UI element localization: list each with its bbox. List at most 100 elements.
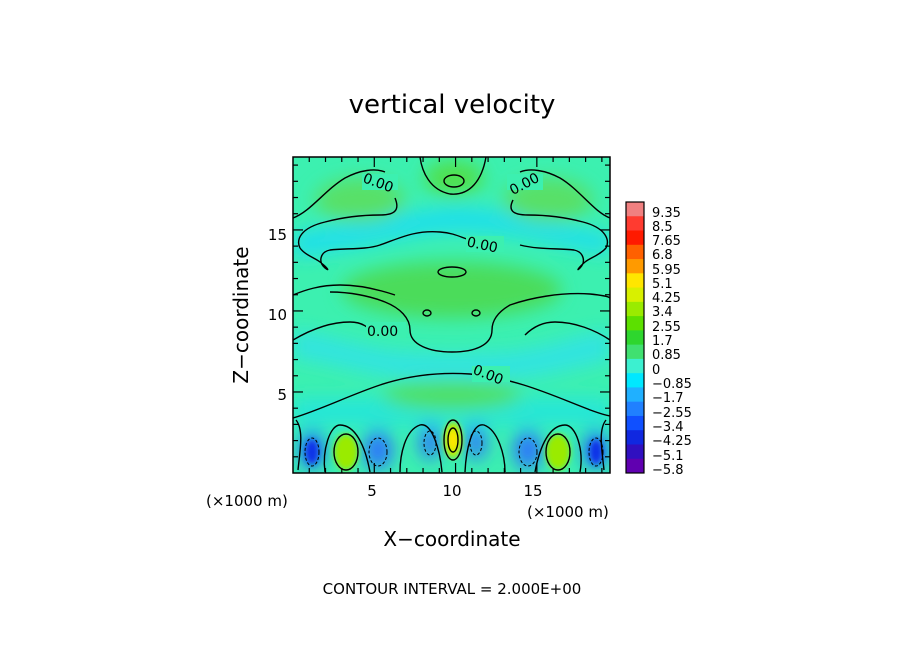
contour-label-bg-1	[362, 174, 398, 190]
colorbar-label-6: 4.25	[652, 291, 681, 306]
contour-lines	[293, 157, 610, 473]
colorbar	[625, 201, 645, 474]
colorbar-swatch	[626, 330, 644, 346]
neg-contour-5	[518, 437, 538, 467]
colorbar-label-1: 8.5	[652, 220, 673, 235]
contour-zero-lower-arch	[293, 372, 610, 419]
contour-zero-bottom-1	[323, 424, 371, 473]
colorbar-swatch	[626, 202, 644, 217]
x-axis: 5 10 15 (×1000 m) X−coordinate	[367, 482, 609, 551]
contour-label-bg-4	[366, 322, 406, 338]
plot-frame	[292, 156, 611, 474]
colorbar-swatch	[626, 358, 644, 374]
colorbar-swatch	[626, 444, 644, 460]
contour-zero-center-left	[329, 291, 411, 331]
x-tick-label-10: 10	[442, 482, 461, 500]
colorbar-swatch	[626, 415, 644, 431]
contour-zero-bottom-4	[534, 424, 582, 473]
contour-zero-top-left	[293, 169, 386, 219]
colorbar-label-8: 2.55	[652, 320, 681, 335]
x-tick-label-15: 15	[523, 482, 542, 500]
contour-small-loop-left	[422, 309, 432, 317]
field-shading	[293, 160, 610, 470]
field-cores	[306, 422, 602, 470]
max-core-left	[334, 434, 358, 470]
colorbar-swatch	[626, 301, 644, 317]
contour-zero-top-right-2	[510, 199, 609, 249]
y-unit-label: (×1000 m)	[206, 492, 288, 510]
y-axis-label: Z−coordinate	[229, 246, 253, 383]
colorbar-swatch	[626, 401, 644, 417]
cyan-band-middle	[293, 330, 610, 382]
colorbar-label-0: 9.35	[652, 206, 681, 221]
colorbar-label-7: 3.4	[652, 305, 673, 320]
contour-label-4: 0.00	[367, 324, 398, 340]
cyan-band-lower	[293, 398, 610, 425]
y-axis: 15 10 5 (×1000 m) Z−coordinate	[206, 226, 288, 510]
y-tick-label-15: 15	[268, 226, 287, 244]
neg-contour-1	[304, 437, 320, 467]
x-axis-label: X−coordinate	[383, 527, 520, 551]
contour-zero-bottom-3	[464, 424, 506, 473]
colorbar-swatch	[626, 430, 644, 445]
max-core-center-inner	[448, 429, 458, 451]
colorbar-swatch	[626, 344, 644, 360]
colorbar-label-18: −5.8	[652, 463, 684, 478]
contour-max-right	[545, 433, 571, 471]
colorbar-label-17: −5.1	[652, 449, 684, 464]
contour-zero-top-right	[519, 169, 610, 219]
min-core-6	[590, 440, 602, 464]
green-blob-mid	[342, 262, 562, 318]
x-tick-label-5: 5	[367, 482, 377, 500]
colorbar-swatch	[626, 387, 644, 403]
contour-zero-right-loop	[519, 244, 607, 271]
y-tick-label-5: 5	[277, 386, 287, 404]
contour-max-left	[333, 433, 359, 471]
colorbar-swatch	[626, 259, 644, 274]
contour-top-max	[443, 174, 465, 188]
plot-area: 0.00 0.00 0.00 0.00 0.00	[293, 157, 610, 473]
x-unit-label: (×1000 m)	[527, 503, 609, 521]
contour-zero-right-mid	[524, 321, 610, 341]
contour-interval-footer: CONTOUR INTERVAL = 2.000E+00	[323, 580, 582, 598]
colorbar-label-15: −3.4	[652, 420, 684, 435]
min-blob-5	[514, 430, 542, 470]
colorbar-frame	[625, 201, 645, 474]
contour-max-center-inner	[447, 427, 459, 453]
colorbar-label-9: 1.7	[652, 334, 673, 349]
colorbar-swatch	[626, 287, 644, 303]
contour-zero-top-left-2	[298, 197, 398, 249]
y-tick-label-10: 10	[268, 306, 287, 324]
max-core-right	[546, 434, 570, 470]
neg-contour-6	[588, 437, 604, 467]
colorbar-swatch	[626, 316, 644, 331]
ticks	[293, 157, 610, 473]
colorbar-swatch	[626, 273, 644, 289]
colorbar-label-4: 5.95	[652, 263, 681, 278]
contour-label-bg-5	[472, 366, 510, 382]
contour-zero-bottom-2	[399, 424, 443, 473]
negative-contours	[304, 430, 604, 467]
colorbar-label-13: −1.7	[652, 391, 684, 406]
colorbar-label-16: −4.25	[652, 434, 692, 449]
contour-zero-mid-left	[293, 284, 396, 296]
neg-contour-4	[469, 430, 483, 456]
contour-small-loop-right	[471, 309, 481, 317]
colorbar-label-5: 5.1	[652, 277, 673, 292]
contour-max-center	[443, 419, 463, 461]
colorbar-labels: 9.35 8.5 7.65 6.8 5.95 5.1 4.25 3.4 2.55…	[652, 206, 692, 478]
colorbar-label-10: 0.85	[652, 348, 681, 363]
neg-contour-3	[423, 430, 437, 456]
colorbar-swatch	[626, 244, 644, 260]
colorbar-label-11: 0	[652, 363, 660, 378]
contour-zero-top-center	[419, 157, 487, 195]
contour-small-loop-center	[437, 266, 467, 278]
contour-zero-lower-right	[600, 419, 607, 471]
contour-zero-center	[409, 292, 610, 353]
contour-label-bg-3	[466, 236, 504, 252]
contour-zero-left-loop	[299, 230, 471, 271]
colorbar-swatch	[626, 458, 644, 474]
colorbar-swatch	[626, 230, 644, 246]
contour-label-bg-2	[507, 174, 543, 190]
